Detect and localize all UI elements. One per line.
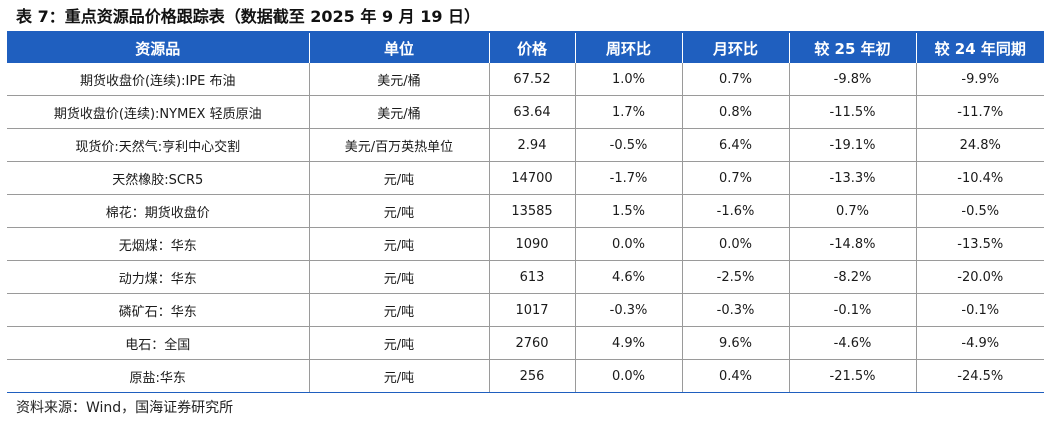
cell-resource: 棉花：期货收盘价: [7, 194, 310, 228]
cell-ytd: -13.3%: [789, 161, 917, 195]
cell-unit: 元/吨: [309, 227, 490, 261]
cell-yoy: -9.9%: [916, 63, 1044, 96]
cell-yoy: -24.5%: [916, 359, 1044, 393]
header-price: 价格: [489, 33, 576, 63]
cell-price: 63.64: [489, 95, 576, 129]
header-wow: 周环比: [575, 33, 683, 63]
cell-unit: 元/吨: [309, 359, 490, 393]
price-tracking-table: 资源品 单位 价格 周环比 月环比 较 25 年初 较 24 年同期 期货收盘价…: [7, 33, 1044, 393]
cell-unit: 美元/桶: [309, 63, 490, 96]
cell-wow: 4.6%: [575, 260, 683, 294]
cell-mom: 0.8%: [682, 95, 790, 129]
table-row: 原盐:华东 元/吨 256 0.0% 0.4% -21.5% -24.5%: [7, 359, 1044, 393]
table-row: 现货价:天然气:亨利中心交割 美元/百万英热单位 2.94 -0.5% 6.4%…: [7, 128, 1044, 162]
cell-unit: 元/吨: [309, 194, 490, 228]
cell-wow: 1.5%: [575, 194, 683, 228]
cell-resource: 现货价:天然气:亨利中心交割: [7, 128, 310, 162]
cell-price: 256: [489, 359, 576, 393]
cell-wow: -0.5%: [575, 128, 683, 162]
cell-unit: 美元/桶: [309, 95, 490, 129]
cell-ytd: -0.1%: [789, 293, 917, 327]
cell-mom: -1.6%: [682, 194, 790, 228]
cell-price: 2760: [489, 326, 576, 360]
cell-wow: 0.0%: [575, 359, 683, 393]
cell-price: 1017: [489, 293, 576, 327]
table-row: 天然橡胶:SCR5 元/吨 14700 -1.7% 0.7% -13.3% -1…: [7, 161, 1044, 195]
cell-ytd: -19.1%: [789, 128, 917, 162]
cell-price: 13585: [489, 194, 576, 228]
table-row: 动力煤：华东 元/吨 613 4.6% -2.5% -8.2% -20.0%: [7, 260, 1044, 294]
table-row: 棉花：期货收盘价 元/吨 13585 1.5% -1.6% 0.7% -0.5%: [7, 194, 1044, 228]
cell-mom: 6.4%: [682, 128, 790, 162]
cell-wow: -0.3%: [575, 293, 683, 327]
cell-price: 14700: [489, 161, 576, 195]
cell-mom: 0.0%: [682, 227, 790, 261]
cell-ytd: -8.2%: [789, 260, 917, 294]
cell-ytd: -21.5%: [789, 359, 917, 393]
cell-mom: 9.6%: [682, 326, 790, 360]
header-row: 资源品 单位 价格 周环比 月环比 较 25 年初 较 24 年同期: [7, 33, 1044, 63]
cell-yoy: -0.5%: [916, 194, 1044, 228]
table-row: 期货收盘价(连续):NYMEX 轻质原油 美元/桶 63.64 1.7% 0.8…: [7, 95, 1044, 129]
cell-unit: 元/吨: [309, 326, 490, 360]
top-rule: [7, 31, 1044, 33]
cell-wow: 0.0%: [575, 227, 683, 261]
cell-unit: 美元/百万英热单位: [309, 128, 490, 162]
cell-resource: 动力煤：华东: [7, 260, 310, 294]
cell-resource: 期货收盘价(连续):NYMEX 轻质原油: [7, 95, 310, 129]
header-yoy: 较 24 年同期: [916, 33, 1044, 63]
cell-unit: 元/吨: [309, 293, 490, 327]
cell-resource: 无烟煤：华东: [7, 227, 310, 261]
cell-mom: -2.5%: [682, 260, 790, 294]
cell-wow: -1.7%: [575, 161, 683, 195]
cell-yoy: -0.1%: [916, 293, 1044, 327]
cell-unit: 元/吨: [309, 161, 490, 195]
cell-yoy: -4.9%: [916, 326, 1044, 360]
cell-yoy: -20.0%: [916, 260, 1044, 294]
header-mom: 月环比: [682, 33, 790, 63]
cell-mom: 0.7%: [682, 63, 790, 96]
source-note: 资料来源：Wind，国海证券研究所: [16, 400, 234, 416]
cell-resource: 磷矿石：华东: [7, 293, 310, 327]
cell-resource: 期货收盘价(连续):IPE 布油: [7, 63, 310, 96]
header-unit: 单位: [309, 33, 490, 63]
cell-ytd: -9.8%: [789, 63, 917, 96]
cell-resource: 原盐:华东: [7, 359, 310, 393]
table-title: 表 7：重点资源品价格跟踪表（数据截至 2025 年 9 月 19 日）: [16, 7, 481, 26]
cell-yoy: -10.4%: [916, 161, 1044, 195]
cell-ytd: -14.8%: [789, 227, 917, 261]
cell-price: 67.52: [489, 63, 576, 96]
cell-yoy: -11.7%: [916, 95, 1044, 129]
cell-ytd: 0.7%: [789, 194, 917, 228]
cell-yoy: 24.8%: [916, 128, 1044, 162]
header-ytd: 较 25 年初: [789, 33, 917, 63]
cell-wow: 1.7%: [575, 95, 683, 129]
cell-wow: 4.9%: [575, 326, 683, 360]
table-row: 期货收盘价(连续):IPE 布油 美元/桶 67.52 1.0% 0.7% -9…: [7, 63, 1044, 96]
table-row: 磷矿石：华东 元/吨 1017 -0.3% -0.3% -0.1% -0.1%: [7, 293, 1044, 327]
table-row: 无烟煤：华东 元/吨 1090 0.0% 0.0% -14.8% -13.5%: [7, 227, 1044, 261]
header-resource: 资源品: [7, 33, 310, 63]
cell-price: 613: [489, 260, 576, 294]
cell-mom: 0.4%: [682, 359, 790, 393]
cell-resource: 电石：全国: [7, 326, 310, 360]
cell-yoy: -13.5%: [916, 227, 1044, 261]
cell-price: 1090: [489, 227, 576, 261]
cell-unit: 元/吨: [309, 260, 490, 294]
cell-wow: 1.0%: [575, 63, 683, 96]
cell-ytd: -4.6%: [789, 326, 917, 360]
table-row: 电石：全国 元/吨 2760 4.9% 9.6% -4.6% -4.9%: [7, 326, 1044, 360]
cell-resource: 天然橡胶:SCR5: [7, 161, 310, 195]
cell-price: 2.94: [489, 128, 576, 162]
cell-mom: -0.3%: [682, 293, 790, 327]
cell-mom: 0.7%: [682, 161, 790, 195]
cell-ytd: -11.5%: [789, 95, 917, 129]
